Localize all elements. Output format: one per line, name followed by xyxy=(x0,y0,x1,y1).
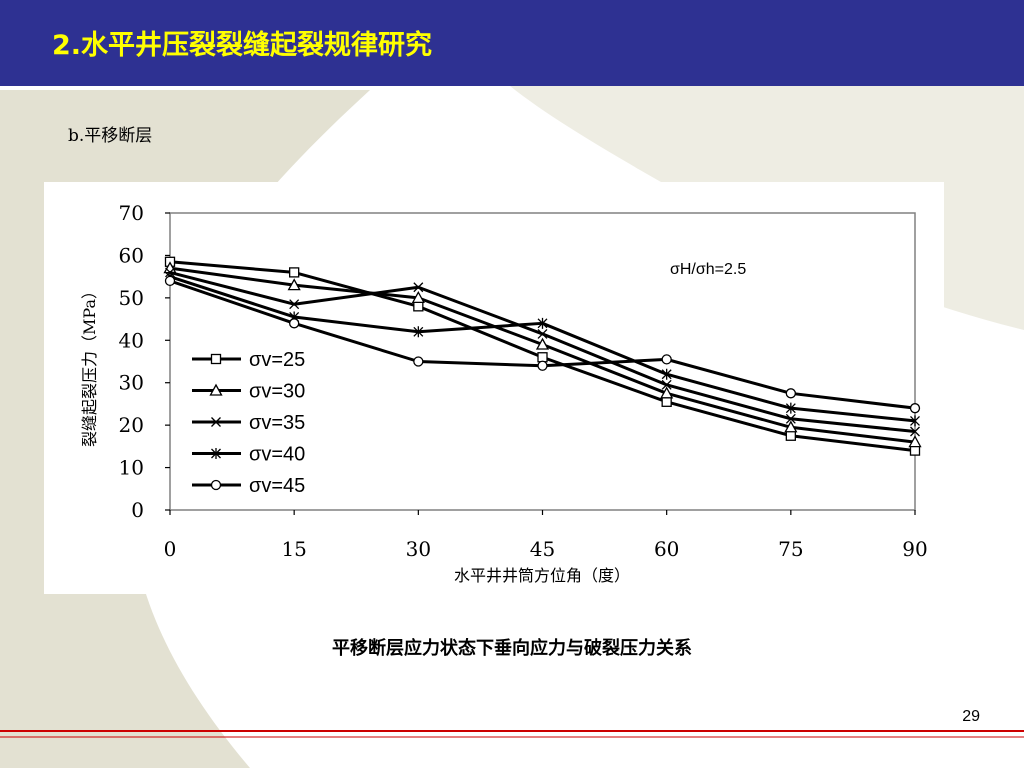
data-point xyxy=(411,291,425,304)
data-point xyxy=(785,388,796,399)
legend-entry-2: σv=30 xyxy=(192,381,305,403)
data-point xyxy=(289,318,300,329)
data-point xyxy=(909,403,921,414)
data-point xyxy=(661,379,672,390)
data-point xyxy=(413,326,424,338)
series-2 xyxy=(163,261,922,448)
y-tick-label: 10 xyxy=(119,456,144,480)
legend-entry-3: σv=35 xyxy=(192,412,305,434)
x-tick-label: 60 xyxy=(654,537,679,561)
data-point xyxy=(413,356,424,367)
title-bar xyxy=(0,0,1024,86)
y-tick-label: 60 xyxy=(119,243,144,267)
page-number: 29 xyxy=(962,708,980,725)
data-point xyxy=(910,415,920,427)
legend-marker xyxy=(211,448,221,459)
data-point xyxy=(785,430,796,441)
data-point xyxy=(537,360,548,371)
series-1 xyxy=(164,256,921,456)
legend-marker xyxy=(211,417,221,427)
y-tick-label: 40 xyxy=(119,328,144,352)
x-tick-label: 90 xyxy=(902,537,927,561)
chart-annotation: σH/σh=2.5 xyxy=(670,261,746,278)
series-3 xyxy=(165,267,920,437)
legend-label: σv=25 xyxy=(249,349,305,371)
data-point xyxy=(164,275,176,287)
x-tick-label: 75 xyxy=(778,537,803,561)
data-point xyxy=(661,368,672,380)
data-point xyxy=(910,426,920,437)
data-point xyxy=(535,337,550,350)
series-layer xyxy=(163,256,922,456)
data-point xyxy=(289,299,300,310)
y-axis-label: 裂缝起裂压力（MPa） xyxy=(80,283,99,447)
data-point xyxy=(660,386,674,399)
chart-caption: 平移断层应力状态下垂向应力与破裂压力关系 xyxy=(332,638,692,659)
slide-subtitle: b.平移断层 xyxy=(68,126,153,146)
data-point xyxy=(785,413,796,424)
data-point xyxy=(537,317,548,329)
y-tick-label: 0 xyxy=(131,498,144,522)
legend-entry-5: σv=45 xyxy=(192,475,305,497)
x-tick-label: 0 xyxy=(164,537,177,561)
data-point xyxy=(785,402,796,414)
legend-marker xyxy=(210,353,222,365)
data-point xyxy=(661,396,672,407)
legend-entry-4: σv=40 xyxy=(192,444,305,466)
x-tick-label: 15 xyxy=(281,537,306,561)
y-tick-label: 30 xyxy=(119,371,144,395)
data-point xyxy=(287,278,301,291)
legend: σv=25 σv=30 σv=35 σv=40 σv=45 xyxy=(192,349,305,497)
axis-ticks: 0 10 20 30 40 50 60 70 0 15 30 45 60 75 90 xyxy=(119,201,928,561)
data-point xyxy=(289,267,300,278)
y-tick-label: 50 xyxy=(119,286,144,310)
legend-label: σv=35 xyxy=(249,412,305,434)
data-point xyxy=(784,420,798,433)
legend-marker xyxy=(210,479,222,491)
legend-label: σv=30 xyxy=(249,381,305,403)
x-axis-label: 水平井井筒方位角（度） xyxy=(454,566,630,585)
data-point xyxy=(909,445,921,456)
y-tick-label: 70 xyxy=(119,201,144,225)
legend-marker xyxy=(209,383,223,396)
data-point xyxy=(661,354,672,365)
legend-label: σv=45 xyxy=(249,475,305,497)
data-point xyxy=(537,328,548,339)
data-point xyxy=(413,301,424,312)
data-point xyxy=(537,352,548,363)
data-point xyxy=(908,435,922,448)
slide-title: 2.水平井压裂裂缝起裂规律研究 xyxy=(52,30,433,61)
x-tick-label: 30 xyxy=(406,537,431,561)
x-tick-label: 45 xyxy=(530,537,555,561)
legend-label: σv=40 xyxy=(249,444,305,466)
data-point xyxy=(413,282,424,293)
series-5 xyxy=(164,275,921,414)
y-tick-label: 20 xyxy=(119,413,144,437)
legend-entry-1: σv=25 xyxy=(192,349,305,371)
